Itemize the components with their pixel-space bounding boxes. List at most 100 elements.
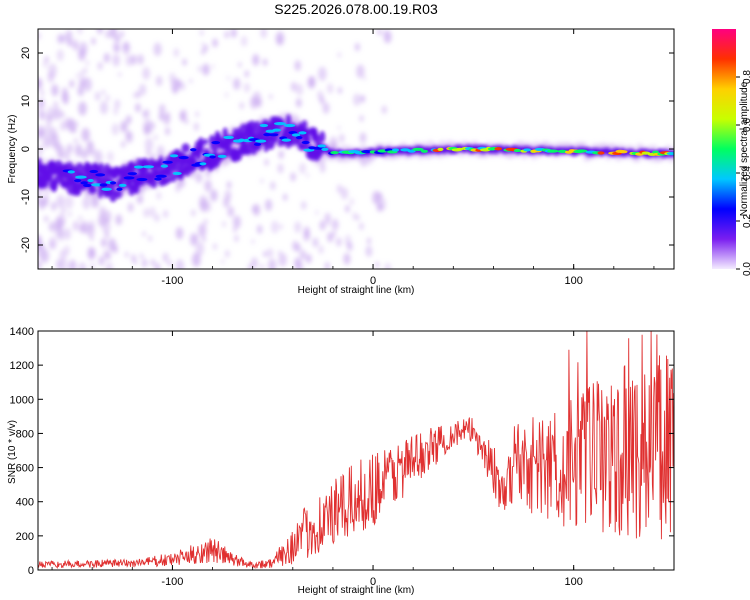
spectrogram-noise-mark: [39, 128, 45, 136]
spectrogram-peak-mark: [80, 181, 88, 185]
spectrogram-peak-mark: [89, 169, 99, 174]
snr-y-label: SNR (10 * v/v): [7, 420, 18, 484]
spectrogram-noise-mark: [139, 83, 147, 96]
spectrogram-noise-mark: [83, 67, 87, 74]
spectrogram-noise-mark: [267, 258, 277, 269]
spectrogram-noise-mark: [201, 48, 205, 55]
spectrogram-noise-mark: [305, 253, 312, 264]
spectrogram-noise-mark: [91, 195, 99, 208]
spectrogram-noise-mark: [349, 198, 354, 206]
spectrogram-noise-mark: [356, 64, 365, 79]
spectrogram-noise-mark: [195, 241, 205, 256]
spectrogram-noise-mark: [363, 76, 367, 81]
spectrogram-noise-mark: [38, 32, 41, 40]
spectrogram-noise-mark: [49, 221, 56, 232]
spectrogram-noise-mark: [353, 93, 361, 106]
spectrogram-noise-mark: [211, 64, 215, 69]
spectrogram-peak-mark: [199, 162, 207, 166]
spectrogram-noise-mark: [193, 122, 199, 131]
spectrogram-noise-mark: [202, 236, 206, 243]
spectrogram-noise-mark: [46, 106, 56, 121]
spectrogram-noise-mark: [244, 70, 249, 78]
spectrogram-peak-mark: [420, 149, 428, 153]
spectrogram-noise-mark: [195, 171, 203, 183]
colorbar-tick-label: 0.0: [742, 262, 750, 276]
colorbar-ticks: 0.0 0.2 0.4 0.6 0.8: [736, 70, 750, 276]
spectrogram-noise-mark: [384, 262, 392, 269]
spectrogram-noise-mark: [112, 54, 120, 67]
spectrogram-energy-mark: [298, 143, 308, 151]
spectrogram-noise-mark: [191, 209, 196, 217]
spectrogram-noise-mark: [87, 246, 96, 260]
spectrogram-peak-mark: [87, 178, 94, 183]
spectrogram-noise-mark: [75, 73, 79, 79]
spectrogram-peak-mark: [160, 164, 169, 168]
spectrogram-noise-mark: [359, 115, 364, 122]
spectrogram-noise-mark: [214, 167, 218, 173]
spectrogram-peak-mark: [162, 160, 173, 164]
spectrogram-noise-mark: [260, 178, 264, 183]
snr-x-label: Height of straight line (km): [298, 585, 415, 596]
spectrogram-noise-mark: [154, 134, 158, 141]
spectrogram-noise-mark: [40, 248, 50, 264]
spectrogram-noise-mark: [200, 29, 204, 36]
spectrogram-noise-mark: [224, 31, 229, 39]
spectrogram-noise-mark: [189, 233, 198, 246]
spectrogram-peak-mark: [361, 150, 373, 154]
spectrogram-peak-mark: [133, 165, 144, 169]
spectrogram-noise-mark: [299, 162, 307, 175]
spectrogram-noise-mark: [233, 77, 241, 90]
spectrogram-noise-mark: [47, 71, 55, 83]
spectrogram-noise-mark: [180, 109, 187, 121]
spectrogram-y-label: Frequency (Hz): [7, 115, 18, 184]
spectrogram-noise-mark: [251, 239, 255, 244]
spectrogram-noise-mark: [38, 193, 42, 206]
spectrogram-noise-mark: [270, 220, 279, 234]
snr-y-tick-label: 800: [16, 428, 34, 440]
spectrogram-peak-mark: [74, 179, 82, 183]
spectrogram-noise-mark: [98, 256, 105, 266]
spectrogram-noise-mark: [156, 75, 163, 87]
spectrogram-noise-mark: [301, 201, 307, 210]
spectrogram-noise-mark: [230, 29, 237, 38]
spectrogram-noise-mark: [68, 259, 77, 269]
spectrogram-noise-mark: [78, 262, 87, 269]
spectrogram-noise-mark: [126, 115, 132, 125]
spectrogram-noise-mark: [120, 120, 128, 133]
spectrogram-noise-mark: [375, 261, 380, 268]
spectrogram-y-tick-label: 0: [20, 146, 32, 152]
colorbar-label: Normalized spectral amplitude: [739, 81, 750, 216]
spectrogram-noise-mark: [344, 234, 352, 246]
spectrogram-noise-mark: [315, 210, 319, 215]
spectrogram-noise-mark: [282, 193, 288, 201]
spectrogram-y-tick-label: -20: [20, 237, 32, 253]
spectrogram-noise-mark: [232, 215, 241, 229]
spectrogram-peak-mark: [154, 177, 162, 181]
spectrogram-noise-mark: [38, 77, 43, 91]
spectrogram-noise-mark: [101, 220, 111, 234]
spectrogram-noise-mark: [222, 221, 226, 228]
spectrogram-noise-mark: [79, 41, 88, 56]
spectrogram-noise-mark: [60, 111, 65, 118]
spectrogram-noise-mark: [372, 191, 381, 205]
spectrogram-noise-mark: [356, 215, 360, 221]
spectrogram-hot-layer: [62, 122, 674, 191]
spectrogram-noise-mark: [345, 205, 350, 213]
spectrogram-noise-mark: [260, 29, 267, 39]
spectrogram-peak-mark: [301, 140, 310, 145]
spectrogram-energy-mark: [54, 160, 63, 168]
spectrogram-noise-mark: [213, 243, 217, 250]
spectrogram-energy-mark: [210, 142, 219, 152]
spectrogram-peak-mark: [437, 147, 444, 151]
spectrogram-peak-mark: [223, 135, 234, 140]
spectrogram-noise-mark: [53, 106, 62, 121]
spectrogram-noise-mark: [197, 65, 202, 73]
spectrogram-peak-mark: [83, 183, 92, 188]
spectrogram-noise-mark: [337, 125, 341, 130]
spectrogram-noise-mark: [68, 211, 72, 217]
spectrogram-noise-mark: [306, 173, 309, 178]
spectrogram-noise-mark: [269, 94, 273, 100]
spectrogram-noise-mark: [191, 252, 201, 267]
snr-y-tick-label: 0: [28, 565, 34, 577]
spectrogram-noise-mark: [365, 245, 373, 257]
